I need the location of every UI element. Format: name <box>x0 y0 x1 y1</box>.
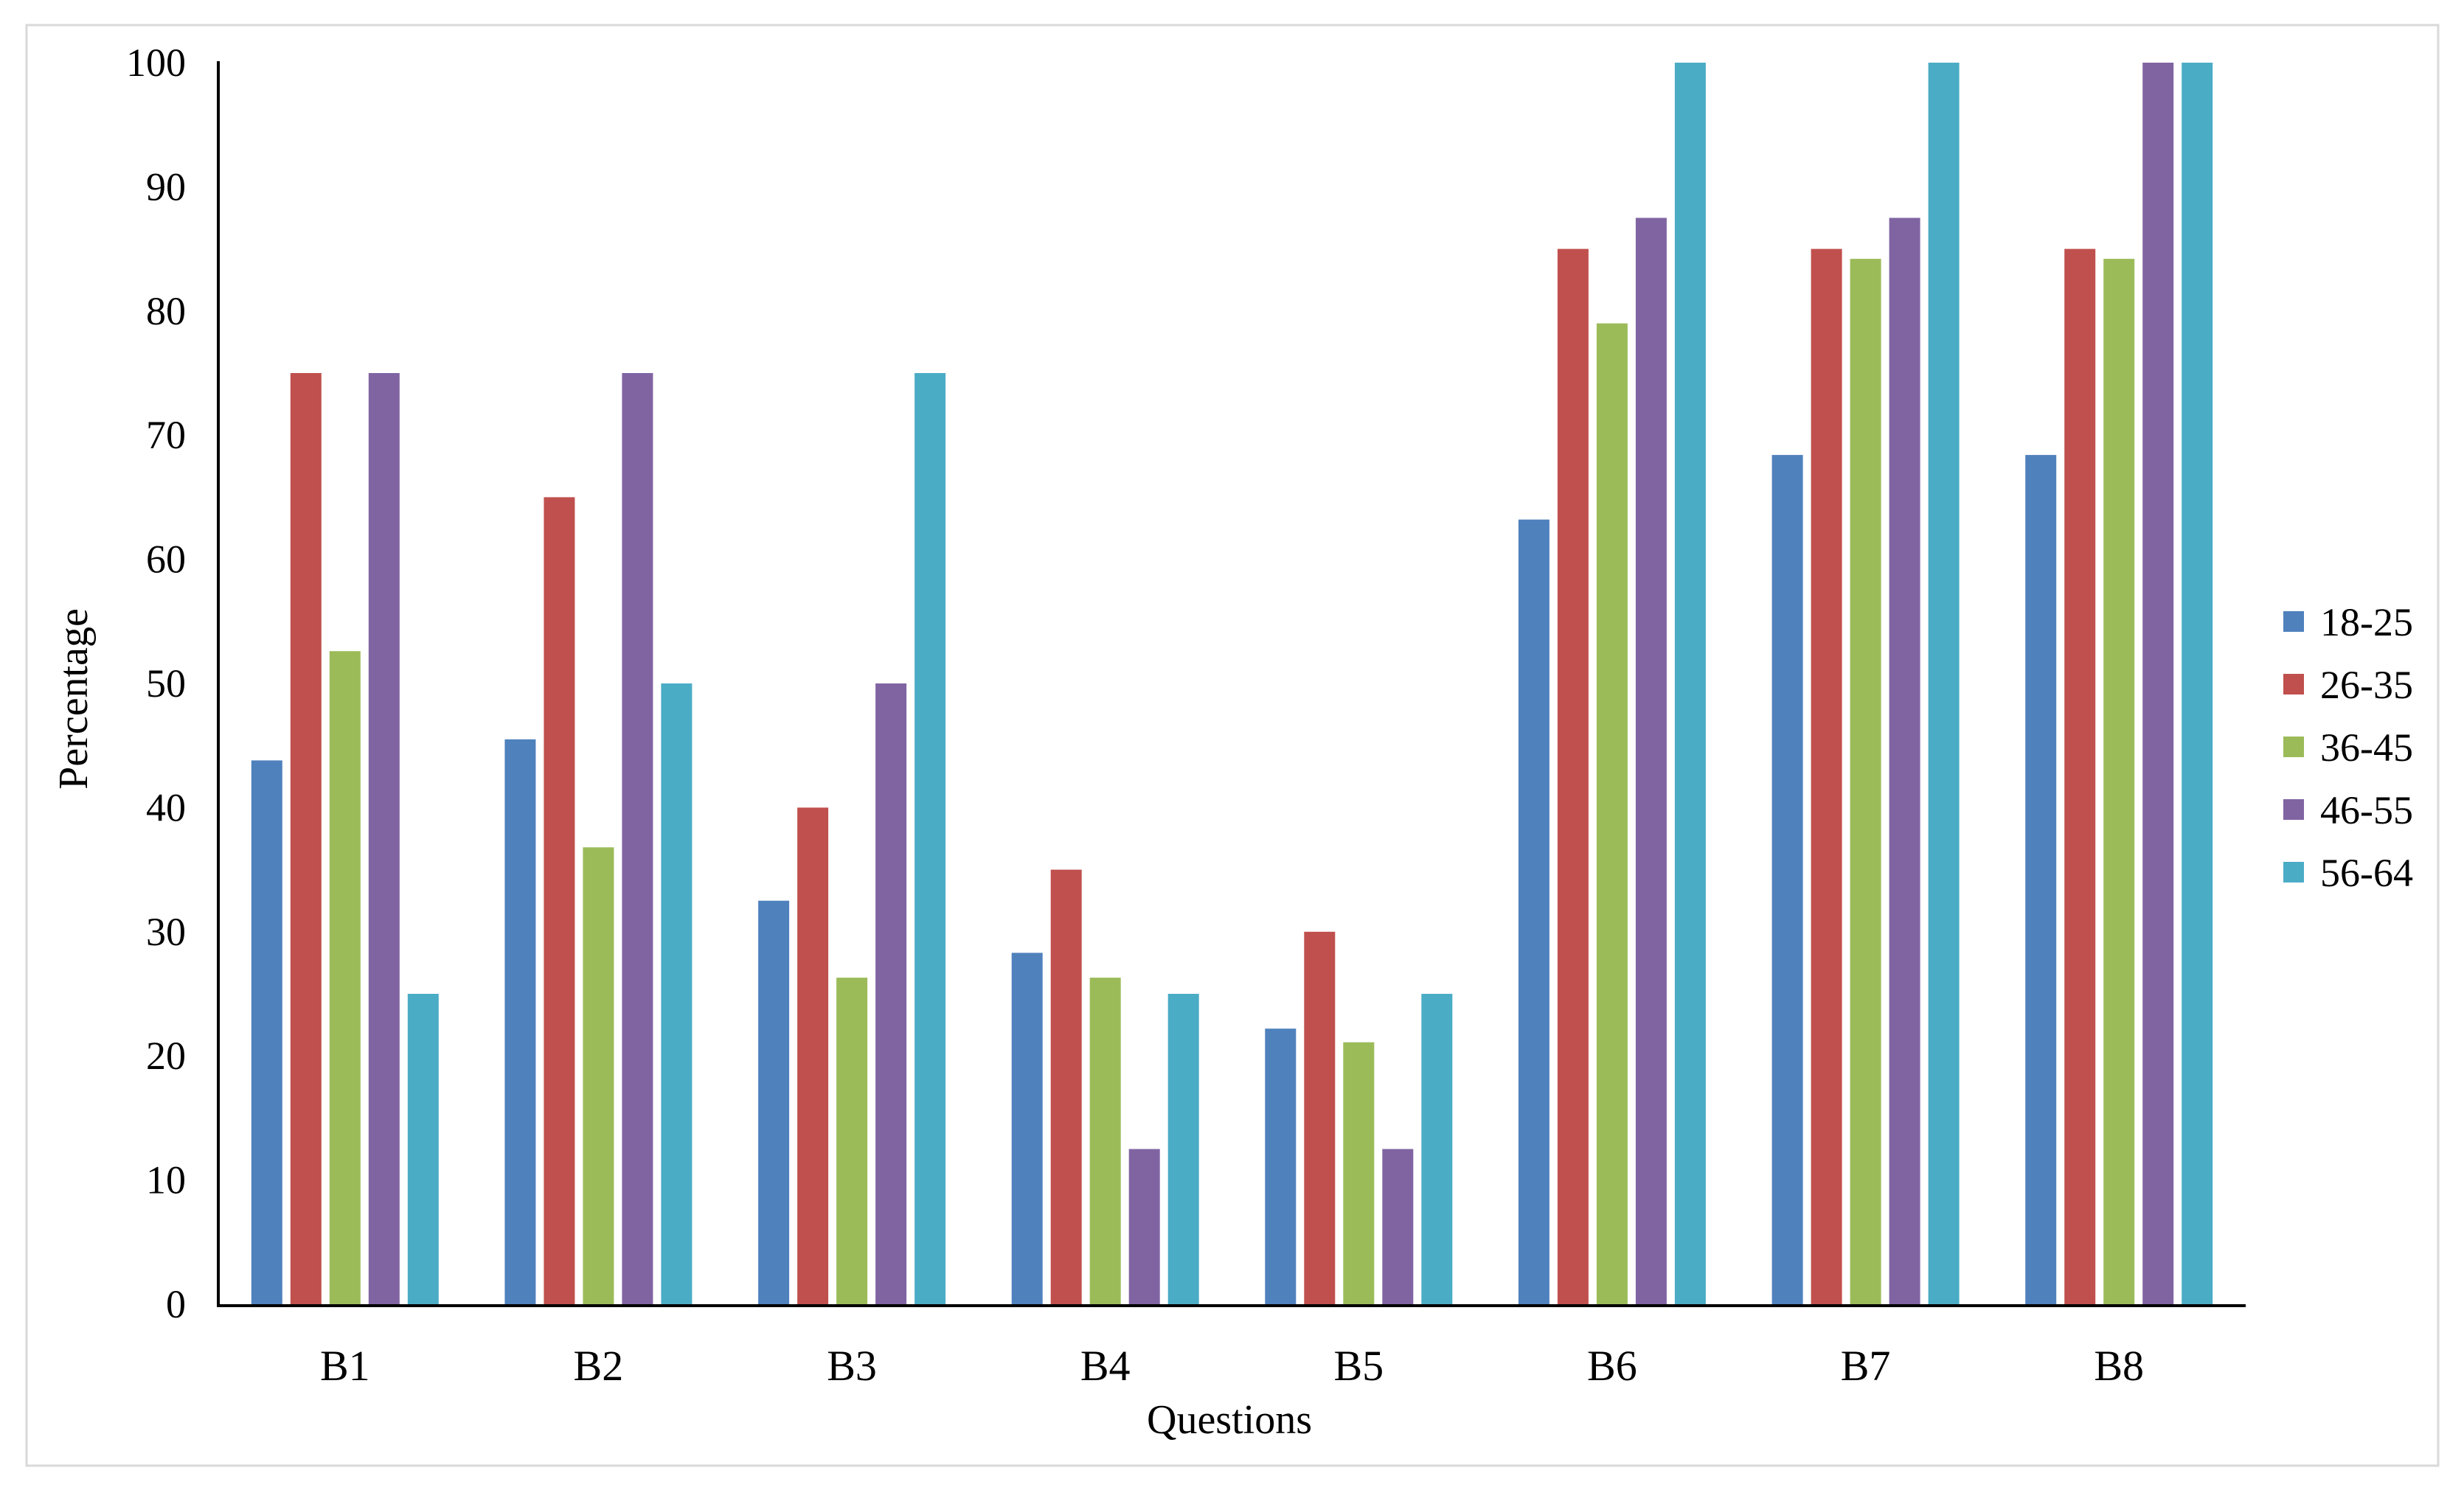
bar-B7-26-35 <box>1811 248 1842 1305</box>
bar-B6-36-45 <box>1596 323 1628 1305</box>
legend-label: 56-64 <box>2320 851 2413 895</box>
bar-B5-36-45 <box>1343 1042 1375 1304</box>
x-category-label: B1 <box>320 1342 370 1390</box>
bar-B5-18-25 <box>1265 1028 1297 1304</box>
y-tick-label: 40 <box>146 785 186 829</box>
x-category-label: B4 <box>1080 1342 1131 1390</box>
x-axis-title: Questions <box>1147 1397 1312 1443</box>
bar-B5-26-35 <box>1304 931 1336 1304</box>
bar-B8-56-64 <box>2182 63 2213 1304</box>
legend-label: 36-45 <box>2320 725 2413 770</box>
y-tick-label: 70 <box>146 413 186 457</box>
bar-B2-56-64 <box>661 683 693 1304</box>
bar-B1-46-55 <box>368 373 400 1304</box>
bar-B3-18-25 <box>758 900 790 1304</box>
y-tick-label: 100 <box>126 41 186 85</box>
bar-B5-46-55 <box>1382 1149 1414 1304</box>
bar-B4-26-35 <box>1050 869 1082 1304</box>
bar-B2-46-55 <box>622 373 653 1304</box>
bar-B4-56-64 <box>1167 994 1199 1304</box>
bar-B7-18-25 <box>1771 455 1803 1304</box>
legend-swatch-18-25 <box>2283 611 2304 632</box>
y-tick-label: 60 <box>146 537 186 582</box>
y-tick-label: 90 <box>146 164 186 209</box>
axes-group <box>217 61 2246 1307</box>
legend-swatch-46-55 <box>2283 799 2304 820</box>
bar-B6-26-35 <box>1557 248 1589 1305</box>
x-category-label: B6 <box>1587 1342 1637 1390</box>
bar-B2-18-25 <box>504 739 536 1304</box>
legend-swatch-36-45 <box>2283 737 2304 757</box>
bar-B3-46-55 <box>875 683 907 1304</box>
x-category-label: B7 <box>1841 1342 1891 1390</box>
legend-swatch-26-35 <box>2283 674 2304 694</box>
y-tick-label: 30 <box>146 910 186 954</box>
bar-B8-18-25 <box>2025 455 2057 1304</box>
x-category-label: B3 <box>827 1342 877 1390</box>
bar-B1-26-35 <box>290 373 322 1304</box>
bar-B6-46-55 <box>1635 217 1667 1304</box>
legend-label: 18-25 <box>2320 600 2413 644</box>
figure-border <box>25 24 2440 1467</box>
y-axis-title: Percentage <box>51 608 97 790</box>
bar-B3-36-45 <box>836 978 868 1304</box>
legend-label: 26-35 <box>2320 663 2413 707</box>
y-tick-label: 80 <box>146 289 186 333</box>
bar-B6-56-64 <box>1674 63 1706 1304</box>
y-tick-labels: 0 10 20 30 40 50 60 70 80 90 100 <box>126 41 186 1326</box>
y-tick-label: 50 <box>146 661 186 706</box>
bar-B7-36-45 <box>1850 259 1881 1305</box>
x-category-label: B5 <box>1333 1342 1384 1390</box>
bar-B4-46-55 <box>1128 1149 1160 1304</box>
bar-B2-26-35 <box>544 497 575 1304</box>
bar-B7-46-55 <box>1889 217 1920 1304</box>
bar-B7-56-64 <box>1928 63 1960 1304</box>
y-tick-label: 20 <box>146 1034 186 1078</box>
bar-B1-56-64 <box>407 994 439 1304</box>
legend-swatch-56-64 <box>2283 862 2304 882</box>
y-tick-label: 10 <box>146 1158 186 1202</box>
bar-B2-36-45 <box>583 847 614 1304</box>
x-category-label: B2 <box>574 1342 624 1390</box>
legend: 18-25 26-35 36-45 46-55 56-64 <box>2283 600 2413 895</box>
bar-B8-26-35 <box>2064 248 2096 1305</box>
legend-label: 46-55 <box>2320 788 2413 832</box>
bar-B5-56-64 <box>1421 994 1453 1304</box>
bar-B4-36-45 <box>1089 978 1121 1304</box>
bar-B3-26-35 <box>797 807 829 1304</box>
bar-B3-56-64 <box>915 373 946 1304</box>
bar-B8-36-45 <box>2103 259 2135 1305</box>
bar-B8-46-55 <box>2142 63 2174 1304</box>
bar-B6-18-25 <box>1518 519 1549 1305</box>
bar-B1-36-45 <box>329 651 361 1304</box>
bars-group <box>251 63 2213 1305</box>
bar-B4-18-25 <box>1011 953 1043 1304</box>
y-tick-label: 0 <box>166 1282 186 1326</box>
x-category-label: B8 <box>2094 1342 2144 1390</box>
bar-B1-18-25 <box>251 760 282 1304</box>
x-category-labels: B1 B2 B3 B4 B5 B6 B7 B8 <box>320 1342 2144 1390</box>
